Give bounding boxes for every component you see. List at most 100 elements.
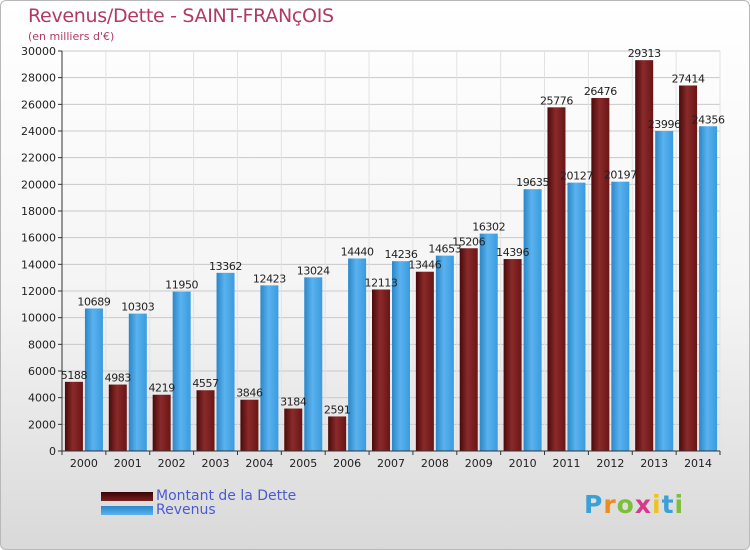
y-tick-label: 2000 bbox=[28, 418, 56, 431]
x-tick-label: 2003 bbox=[202, 457, 230, 470]
x-tick-label: 2004 bbox=[245, 457, 273, 470]
debt-value-label: 3846 bbox=[236, 387, 263, 400]
y-tick-label: 22000 bbox=[21, 152, 56, 165]
revenue-bar bbox=[260, 285, 279, 451]
revenue-bar bbox=[523, 189, 542, 451]
debt-value-label: 4983 bbox=[105, 372, 132, 385]
debt-bar bbox=[240, 399, 259, 451]
chart-title: Revenus/Dette - SAINT-FRANçOIS bbox=[28, 5, 334, 27]
debt-value-label: 12113 bbox=[365, 276, 398, 289]
grid-lines bbox=[61, 50, 721, 452]
x-tick-label: 2006 bbox=[333, 457, 361, 470]
revenue-value-label: 24356 bbox=[692, 113, 725, 126]
logo-letter: i bbox=[652, 490, 662, 519]
y-tick-label: 20000 bbox=[21, 178, 56, 191]
logo-letter: P bbox=[584, 490, 604, 519]
y-tick-label: 16000 bbox=[21, 232, 56, 245]
x-tick-label: 2014 bbox=[684, 457, 712, 470]
proxiti-logo: Proxiti bbox=[584, 490, 684, 519]
debt-bar bbox=[503, 259, 522, 451]
legend-swatch-revenue bbox=[101, 505, 153, 515]
data-labels: 5188 10689 4983 10303 4219 11950 4557 13362 3846… bbox=[61, 47, 726, 416]
debt-bar bbox=[196, 390, 215, 451]
revenue-value-label: 12423 bbox=[253, 272, 286, 285]
debt-bar bbox=[635, 60, 654, 451]
revenue-value-label: 19635 bbox=[516, 176, 549, 189]
bars bbox=[64, 60, 718, 452]
y-tick-label: 14000 bbox=[21, 258, 56, 271]
debt-value-label: 14396 bbox=[496, 246, 529, 259]
revenue-value-label: 16302 bbox=[472, 221, 505, 234]
debt-bar bbox=[547, 107, 566, 451]
debt-bar bbox=[108, 384, 127, 451]
debt-bar bbox=[679, 85, 698, 451]
logo-letter: r bbox=[603, 490, 617, 519]
legend-item-revenue: Revenus bbox=[101, 502, 216, 518]
revenue-bar bbox=[479, 233, 498, 451]
debt-value-label: 26476 bbox=[584, 85, 617, 98]
debt-value-label: 25776 bbox=[540, 94, 573, 107]
logo-letter: x bbox=[634, 490, 652, 519]
y-tick-label: 28000 bbox=[21, 72, 56, 85]
revenue-bar bbox=[304, 277, 323, 451]
debt-bar bbox=[372, 289, 390, 451]
y-tick-label: 18000 bbox=[21, 205, 56, 218]
debt-bar bbox=[415, 271, 434, 451]
revenue-value-label: 20127 bbox=[560, 170, 593, 183]
y-tick-label: 10000 bbox=[21, 312, 56, 325]
y-tick-label: 12000 bbox=[21, 285, 56, 298]
logo-letter: o bbox=[616, 490, 635, 519]
debt-value-label: 29313 bbox=[628, 47, 661, 60]
revenue-value-label: 11950 bbox=[165, 279, 198, 292]
logo-letter: t bbox=[661, 490, 675, 519]
revenue-value-label: 14653 bbox=[428, 243, 461, 256]
revenue-bar bbox=[699, 126, 718, 452]
x-tick-label: 2007 bbox=[377, 457, 405, 470]
revenue-bar bbox=[392, 261, 410, 451]
revenue-bar bbox=[348, 258, 367, 451]
x-tick-label: 2001 bbox=[114, 457, 142, 470]
revenue-value-label: 10303 bbox=[121, 301, 154, 314]
debt-value-label: 15206 bbox=[452, 235, 485, 248]
legend-swatch-debt bbox=[101, 491, 153, 501]
revenue-bar bbox=[655, 131, 674, 451]
y-tick-label: 0 bbox=[49, 445, 56, 458]
revenue-value-label: 13362 bbox=[209, 260, 242, 273]
logo-letter: i bbox=[674, 490, 685, 519]
revenue-value-label: 23996 bbox=[648, 118, 681, 131]
x-tick-label: 2002 bbox=[158, 457, 186, 470]
x-tick-label: 2009 bbox=[465, 457, 493, 470]
y-tick-label: 24000 bbox=[21, 125, 56, 138]
revenue-bar bbox=[567, 182, 586, 451]
y-tick-label: 30000 bbox=[21, 45, 56, 58]
revenue-value-label: 14440 bbox=[341, 245, 374, 258]
y-tick-label: 26000 bbox=[21, 98, 56, 111]
chart-subtitle: (en milliers d'€) bbox=[28, 30, 115, 43]
y-tick-label: 6000 bbox=[28, 365, 56, 378]
debt-bar bbox=[591, 97, 610, 451]
revenue-value-label: 20197 bbox=[604, 169, 637, 182]
x-tick-label: 2012 bbox=[596, 457, 624, 470]
legend-item-debt: Montant de la Dette bbox=[101, 488, 296, 504]
x-tick-label: 2000 bbox=[70, 457, 98, 470]
debt-bar bbox=[64, 381, 83, 451]
debt-bar bbox=[328, 416, 347, 451]
y-tick-label: 8000 bbox=[28, 338, 56, 351]
debt-bar bbox=[152, 394, 171, 451]
x-tick-label: 2013 bbox=[640, 457, 668, 470]
legend-label-debt: Montant de la Dette bbox=[156, 488, 297, 504]
debt-value-label: 27414 bbox=[672, 72, 705, 85]
revenue-value-label: 13024 bbox=[297, 264, 330, 277]
debt-bar bbox=[284, 408, 303, 451]
revenue-value-label: 10689 bbox=[77, 295, 110, 308]
axes: 0 2000 4000 6000 8000 10000 12000 14000 16000 180… bbox=[21, 45, 721, 470]
revenue-bar bbox=[216, 272, 235, 451]
x-tick-label: 2011 bbox=[552, 457, 580, 470]
debt-value-label: 4219 bbox=[148, 382, 175, 395]
revenue-bar bbox=[128, 313, 147, 451]
debt-value-label: 4557 bbox=[192, 377, 219, 390]
x-tick-label: 2008 bbox=[421, 457, 449, 470]
revenue-value-label: 14236 bbox=[385, 248, 418, 261]
